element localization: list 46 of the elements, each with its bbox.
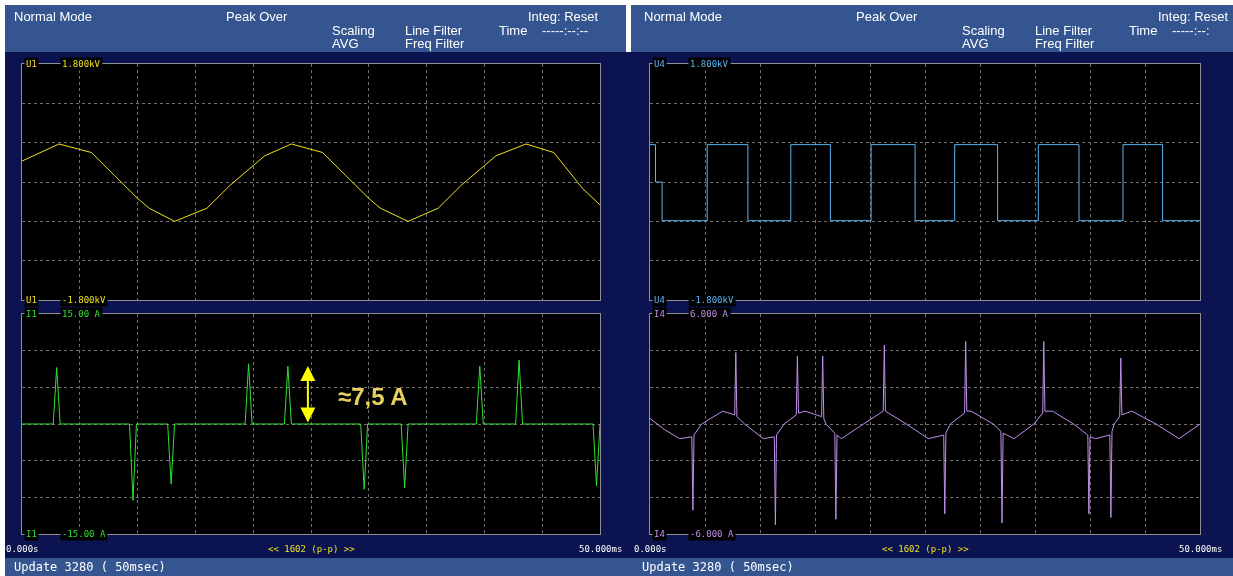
y-tick-label: 6.000 A	[690, 309, 729, 319]
text: -----:--:--	[542, 23, 589, 38]
text: Peak Over	[226, 9, 289, 24]
text: Update 3280 ( 50msec)	[642, 560, 794, 574]
text: Peak Over	[856, 9, 919, 24]
y-tick-label: -1.800kV	[690, 295, 734, 305]
text: I1	[26, 309, 37, 319]
line-series	[22, 143, 600, 222]
text: Freq Filter	[1035, 36, 1095, 51]
y-tick-label: -15.00 A	[62, 529, 106, 539]
text: Line Filter	[405, 23, 463, 38]
text: Update 3280 ( 50msec)	[14, 560, 166, 574]
y-tick-label: 1.800kV	[62, 59, 101, 69]
x-tick-label: 0.000s	[6, 544, 39, 554]
text: << 1602 (p-p) >>	[882, 544, 970, 554]
text: AVG	[332, 36, 359, 51]
text: Integ: Reset	[1158, 9, 1229, 24]
text: I4	[654, 529, 665, 539]
line-series	[22, 359, 600, 501]
text: I1	[26, 529, 37, 539]
x-tick-label: 50.000ms	[1179, 544, 1223, 554]
y-tick-label: 1.800kV	[690, 59, 729, 69]
text: -----:--:	[1172, 23, 1210, 38]
text: I4	[654, 309, 665, 319]
text: Scaling	[332, 23, 375, 38]
y-tick-label: -1.800kV	[62, 295, 106, 305]
x-tick-label: 0.000s	[634, 544, 667, 554]
text: Time	[499, 23, 528, 38]
text: Freq Filter	[405, 36, 465, 51]
text: AVG	[962, 36, 989, 51]
y-tick-label: -6.000 A	[690, 529, 734, 539]
text: U4	[654, 59, 665, 69]
text: Normal Mode	[14, 9, 93, 24]
y-tick-label: 15.00 A	[62, 309, 101, 319]
text: << 1602 (p-p) >>	[268, 544, 356, 554]
text: U1	[26, 59, 37, 69]
line-series	[650, 341, 1200, 526]
text: U4	[654, 295, 665, 305]
text: U1	[26, 295, 37, 305]
text: Normal Mode	[644, 9, 723, 24]
text: Integ: Reset	[528, 9, 599, 24]
text: Time	[1129, 23, 1158, 38]
text: Line Filter	[1035, 23, 1093, 38]
annotation: ≈7,5 A	[338, 383, 408, 410]
x-tick-label: 50.000ms	[579, 544, 623, 554]
text: Scaling	[962, 23, 1005, 38]
